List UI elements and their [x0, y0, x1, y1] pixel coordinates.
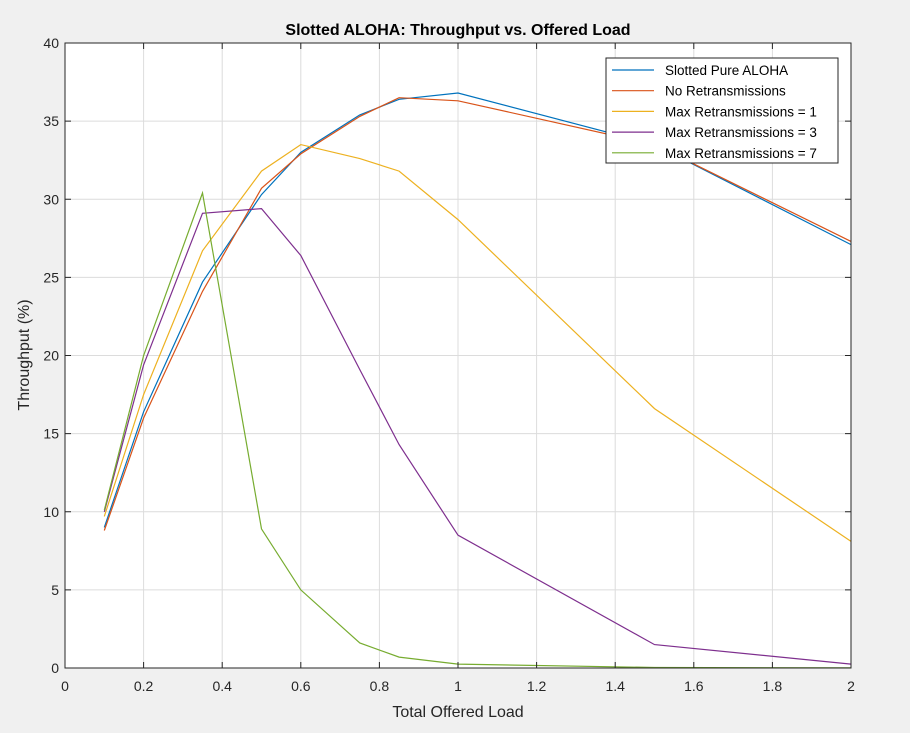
x-axis-label: Total Offered Load — [392, 704, 523, 721]
y-tick-label: 0 — [51, 660, 59, 676]
series-line-5 — [103, 190, 852, 669]
y-tick-label: 5 — [51, 582, 59, 598]
y-tick-label: 35 — [43, 113, 59, 129]
legend-box — [605, 57, 839, 164]
y-tick-label: 15 — [43, 426, 59, 442]
x-tick-label: 0.8 — [370, 678, 390, 694]
y-tick-label: 10 — [43, 504, 59, 520]
series-line-1 — [103, 92, 852, 528]
series-line-2 — [103, 97, 852, 531]
legend-label-5: Max Retransmissions = 7 — [665, 146, 817, 161]
series-line-3 — [103, 143, 852, 542]
y-tick-label: 20 — [43, 348, 59, 364]
axis-ticks: 0 0.2 0.4 0.6 0.8 1 1.2 1.4 1.6 1.8 20510152025303… — [43, 35, 855, 694]
legend-label-1: Slotted Pure ALOHA — [665, 63, 788, 78]
legend-label-2: No Retransmissions — [665, 84, 786, 99]
series-line-4 — [103, 207, 852, 665]
legend-label-3: Max Retransmissions = 1 — [665, 104, 817, 119]
legend-items: Slotted Pure ALOHA No Retransmissions Max … — [612, 63, 817, 161]
x-tick-label: 1.4 — [605, 678, 625, 694]
x-tick-label: 0.6 — [291, 678, 311, 694]
y-tick-label: 40 — [43, 35, 59, 51]
y-axis-label: Throughput (%) — [16, 299, 33, 410]
series-lines — [103, 92, 852, 669]
y-tick-label: 30 — [43, 191, 59, 207]
y-tick-label: 25 — [43, 269, 59, 285]
x-tick-label: 2 — [847, 678, 855, 694]
x-tick-label: 1.8 — [763, 678, 783, 694]
x-tick-label: 0 — [61, 678, 69, 694]
x-tick-label: 0.2 — [134, 678, 154, 694]
x-tick-label: 1.6 — [684, 678, 704, 694]
legend-label-4: Max Retransmissions = 3 — [665, 125, 817, 140]
legend: Slotted Pure ALOHA No Retransmissions Max … — [605, 57, 839, 164]
x-tick-label: 0.4 — [212, 678, 232, 694]
x-tick-label: 1.2 — [527, 678, 547, 694]
chart-title: Slotted ALOHA: Throughput vs. Offered Lo… — [285, 22, 630, 39]
x-tick-label: 1 — [454, 678, 462, 694]
